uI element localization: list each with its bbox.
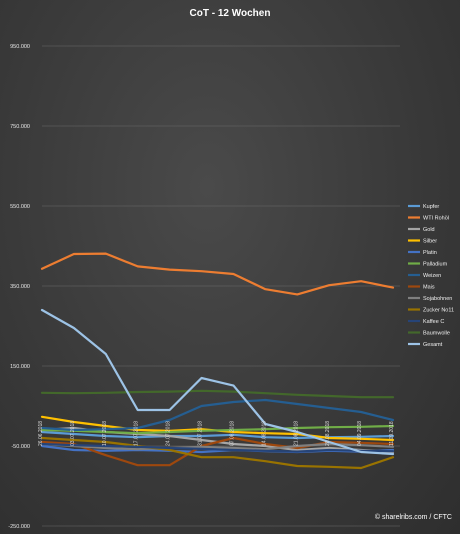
y-tick-label: 950.000 bbox=[10, 44, 30, 50]
series-line-zucker-no11 bbox=[40, 436, 395, 470]
x-tick-label: 31.07.2018 bbox=[198, 421, 204, 446]
y-tick-label: -50.000 bbox=[11, 444, 30, 450]
y-tick-label: 750.000 bbox=[10, 124, 30, 130]
y-tick-label: 150.000 bbox=[10, 364, 30, 370]
legend-label: Zucker No11 bbox=[423, 308, 454, 314]
x-tick-label: 04.09.2018 bbox=[357, 421, 363, 446]
x-tick-label: 28.08.2018 bbox=[325, 421, 331, 446]
series-lines bbox=[40, 252, 395, 470]
y-tick-label: -250.000 bbox=[8, 524, 30, 530]
series-line-weizen bbox=[40, 398, 395, 432]
y-axis-ticks: 950.000 750.000 550.000 350.000 150.000 -50.0… bbox=[8, 44, 30, 530]
legend-label: Gold bbox=[423, 227, 435, 233]
x-tick-label: 03.07.2018 bbox=[70, 421, 76, 446]
x-tick-label: 21.08.2018 bbox=[293, 421, 299, 446]
series-line-palladium bbox=[40, 424, 395, 435]
series-line-kupfer bbox=[40, 430, 395, 440]
legend-label: Mais bbox=[423, 285, 435, 291]
legend-label: Silber bbox=[423, 239, 437, 245]
legend-label: Kupfer bbox=[423, 204, 439, 210]
series-line-baumwolle bbox=[40, 389, 395, 399]
legend-label: Weizen bbox=[423, 273, 441, 279]
legend-label: WTI Rohöl bbox=[423, 216, 449, 222]
legend-label: Baumwolle bbox=[423, 331, 450, 337]
legend: Kupfer WTI Rohöl Gold Silber Platin Palladium… bbox=[408, 204, 454, 348]
x-tick-label: 24.07.2018 bbox=[166, 421, 172, 446]
y-tick-label: 350.000 bbox=[10, 284, 30, 290]
x-tick-label: 17.07.2018 bbox=[134, 421, 140, 446]
series-line-kaffee-c bbox=[40, 442, 395, 453]
x-tick-label: 10.07.2018 bbox=[102, 421, 108, 446]
series-line-gesamt bbox=[40, 308, 395, 456]
legend-label: Palladium bbox=[423, 262, 448, 268]
grid-lines bbox=[42, 45, 400, 527]
x-axis-ticks: 26.06.2018 03.07.2018 10.07.2018 17.07.2018… bbox=[38, 421, 395, 446]
series-line-wti-roh-l bbox=[40, 252, 395, 296]
legend-label: Platin bbox=[423, 250, 437, 256]
x-tick-label: 07.08.2018 bbox=[229, 421, 235, 446]
chart-title: CoT - 12 Wochen bbox=[190, 8, 271, 19]
legend-label: Gesamt bbox=[423, 342, 443, 348]
credit-text: © sharelribs.com / CFTC bbox=[375, 513, 452, 521]
x-tick-label: 26.06.2018 bbox=[38, 421, 44, 446]
y-tick-label: 550.000 bbox=[10, 204, 30, 210]
x-tick-label: 11.09.2018 bbox=[389, 421, 395, 446]
series-line-mais bbox=[40, 436, 395, 467]
legend-label: Sojabohnen bbox=[423, 296, 452, 302]
x-tick-label: 14.08.2018 bbox=[261, 421, 267, 446]
legend-label: Kaffee C bbox=[423, 319, 444, 325]
